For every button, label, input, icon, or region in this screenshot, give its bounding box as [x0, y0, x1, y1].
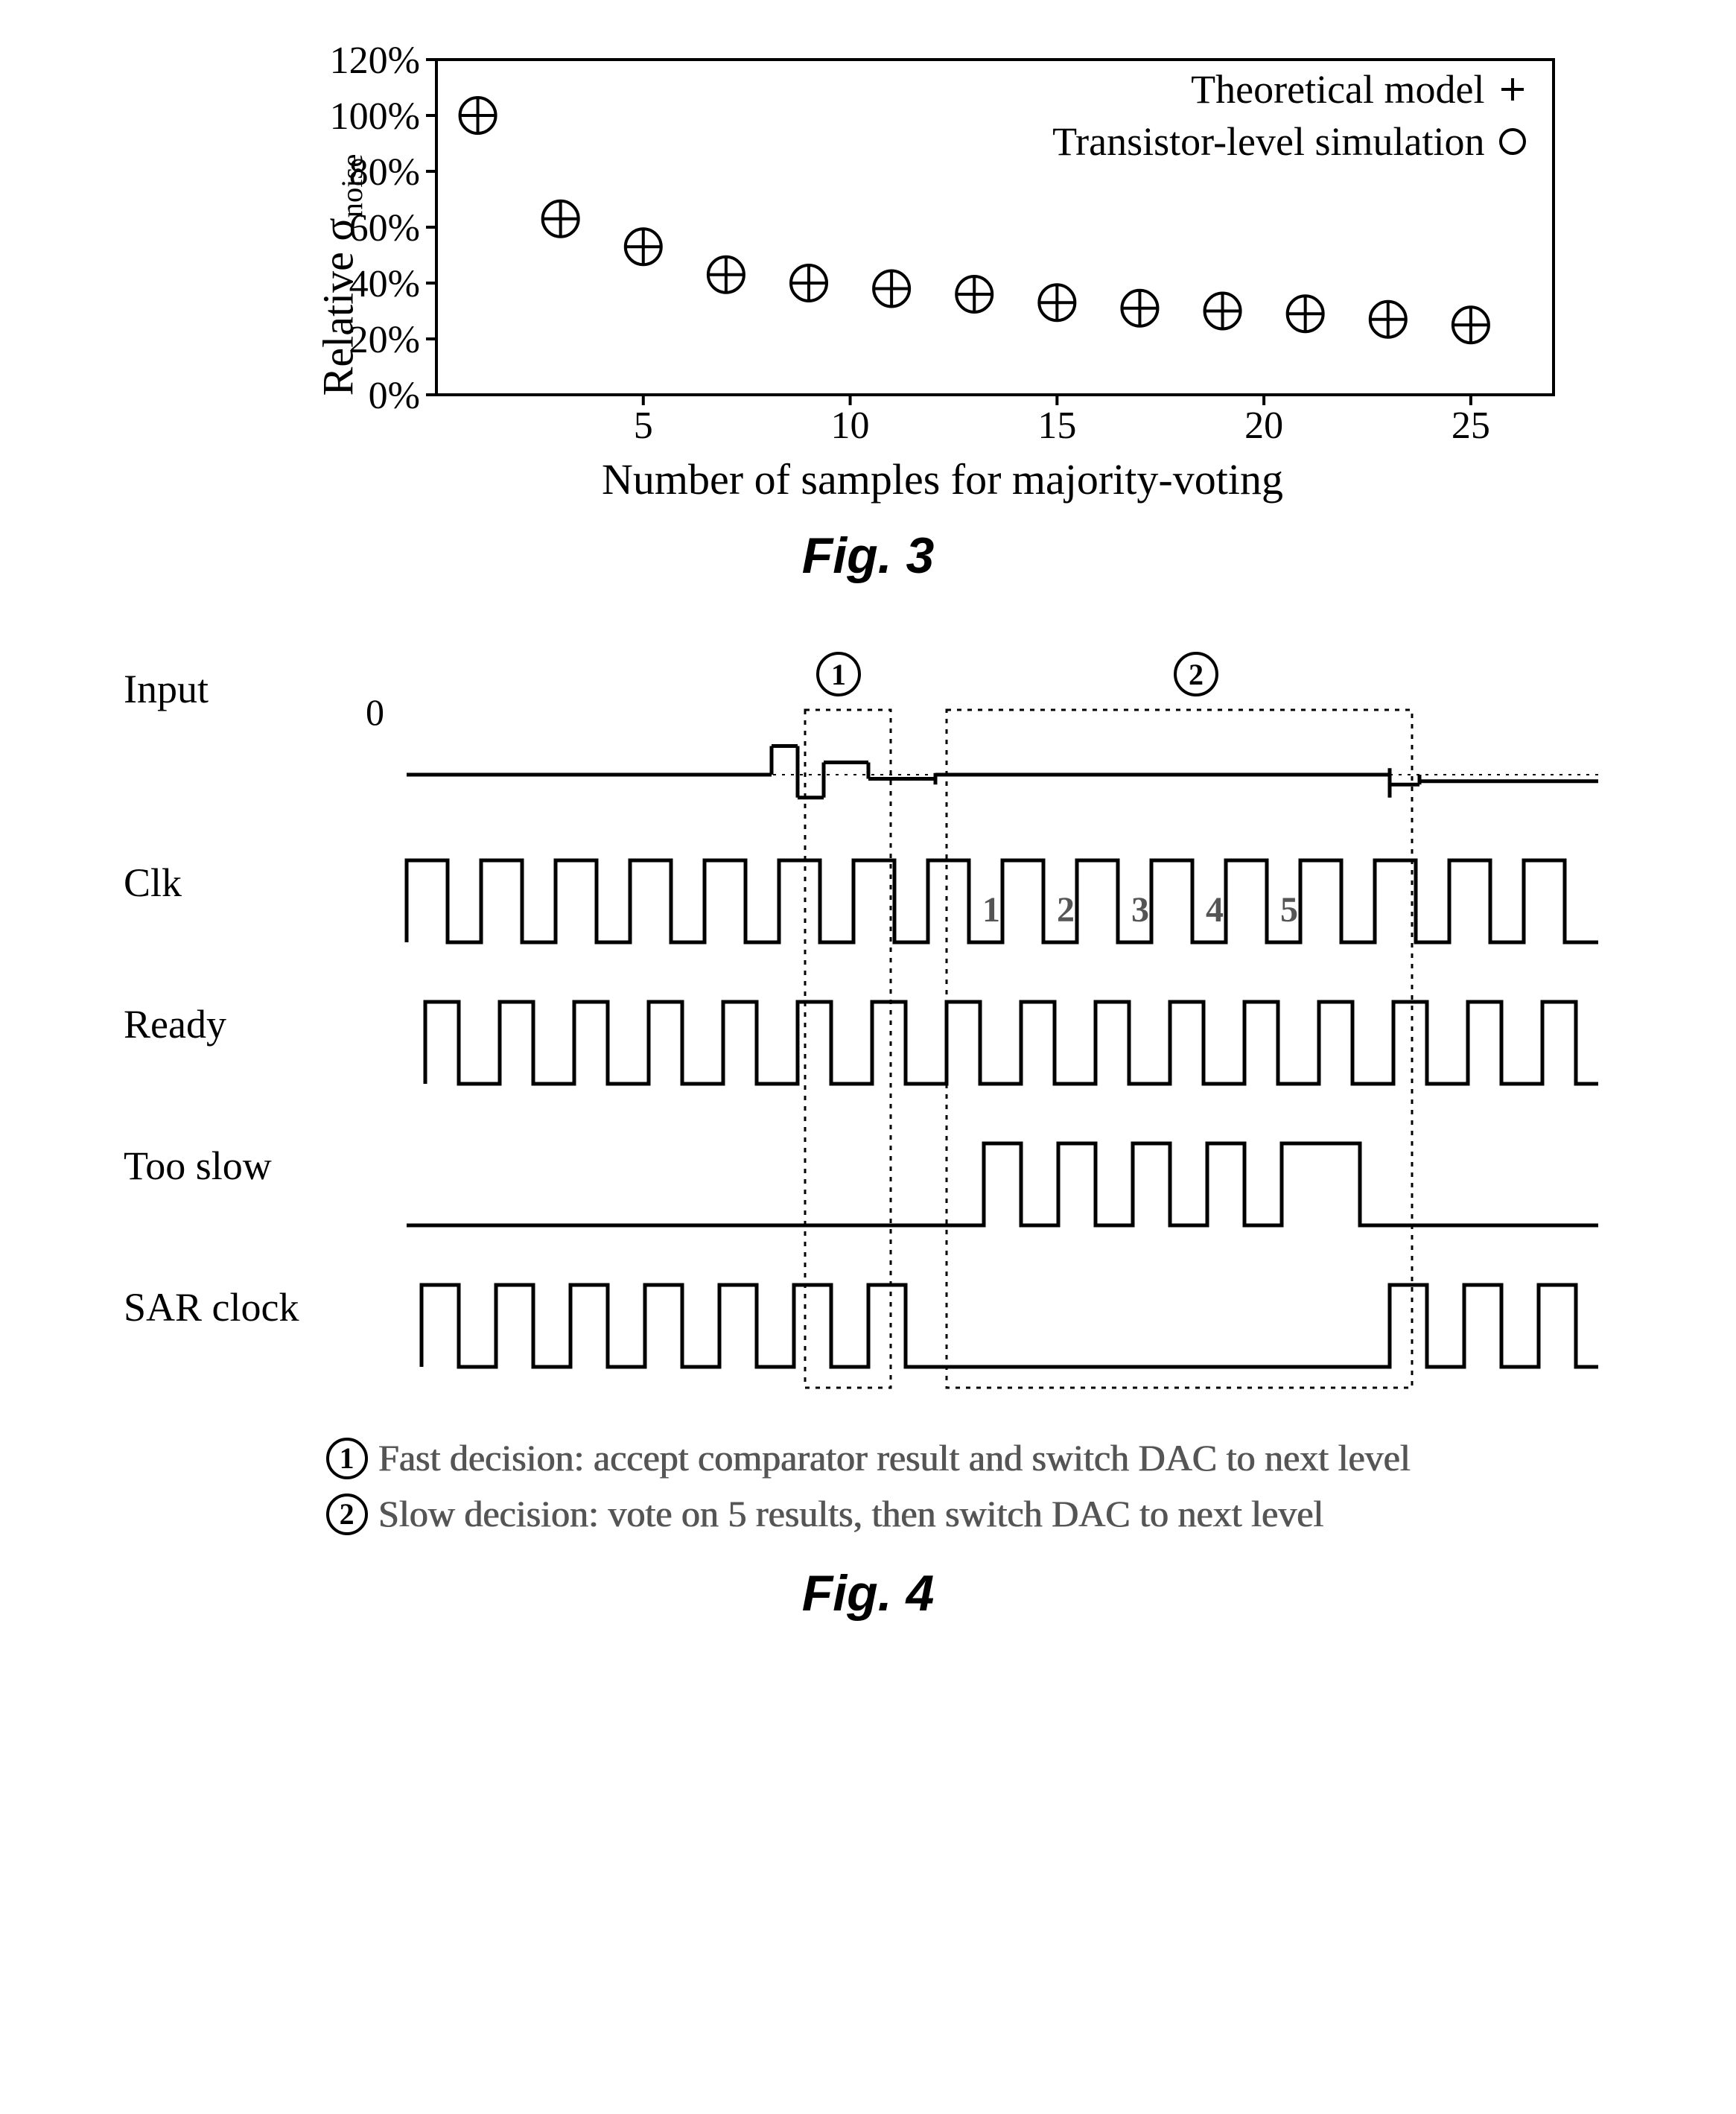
svg-text:Ready: Ready	[124, 1002, 226, 1047]
fig4-timing: 1 2 Input 0 Clk 1 2 3 4 5 Ready Too slow SAR clock	[124, 644, 1613, 1408]
fig4-footnotes: 1 Fast decision: accept comparator resul…	[326, 1430, 1411, 1542]
svg-text:5: 5	[633, 404, 652, 447]
circle-icon	[1494, 123, 1531, 160]
svg-text:2: 2	[1057, 890, 1075, 930]
svg-text:1: 1	[831, 658, 846, 691]
svg-text:0%: 0%	[368, 375, 419, 417]
footnote-1: 1 Fast decision: accept comparator resul…	[326, 1430, 1411, 1486]
fig4-plot-area: 1 2 Input 0 Clk 1 2 3 4 5 Ready Too slow SAR clock	[124, 644, 1613, 1404]
fig3-y-label: Relative σnoise	[313, 153, 369, 396]
svg-text:3: 3	[1131, 890, 1149, 930]
svg-text:Input: Input	[124, 667, 209, 711]
legend-item-simulation: Transistor-level simulation	[1052, 115, 1530, 168]
svg-text:SAR clock: SAR clock	[124, 1285, 299, 1330]
svg-text:0: 0	[366, 691, 384, 733]
footnote-2: 2 Slow decision: vote on 5 results, then…	[326, 1486, 1411, 1542]
callout-2-icon: 2	[326, 1494, 368, 1535]
svg-text:10: 10	[830, 404, 869, 447]
svg-text:1: 1	[982, 890, 1000, 930]
svg-text:120%: 120%	[329, 45, 419, 82]
callout-1-icon: 1	[326, 1438, 368, 1479]
figure-4: 1 2 Input 0 Clk 1 2 3 4 5 Ready Too slow SAR clock 1…	[74, 644, 1662, 1622]
fig3-caption: Fig. 3	[802, 527, 935, 585]
fig4-caption: Fig. 4	[802, 1564, 935, 1622]
fig3-x-label: Number of samples for majority-voting	[302, 454, 1583, 504]
svg-text:2: 2	[1189, 658, 1204, 691]
legend-item-theoretical: Theoretical model	[1052, 63, 1530, 115]
svg-text:20: 20	[1244, 404, 1283, 447]
svg-text:100%: 100%	[329, 95, 419, 138]
svg-text:4: 4	[1206, 890, 1224, 930]
svg-text:5: 5	[1280, 890, 1298, 930]
svg-text:Too slow: Too slow	[124, 1143, 272, 1188]
svg-text:Clk: Clk	[124, 860, 182, 905]
plus-icon	[1494, 71, 1531, 108]
fig3-chart: Relative σnoise 0%20%40%60%80%100%120%51…	[302, 45, 1583, 504]
figure-3: Relative σnoise 0%20%40%60%80%100%120%51…	[74, 45, 1662, 585]
svg-text:15: 15	[1037, 404, 1076, 447]
svg-text:25: 25	[1451, 404, 1489, 447]
fig3-legend: Theoretical model Transistor-level simul…	[1052, 63, 1530, 168]
